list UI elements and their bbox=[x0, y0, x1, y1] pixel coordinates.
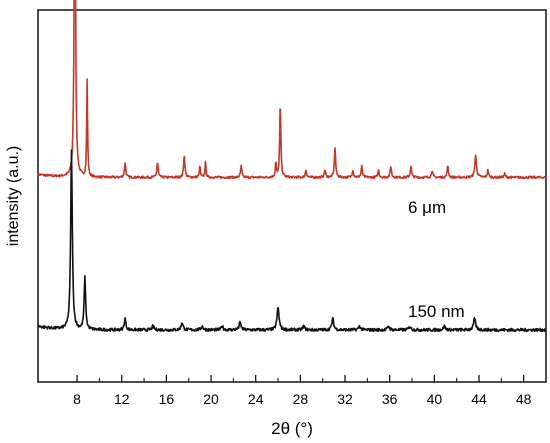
y-axis-label: intensity (a.u.) bbox=[5, 146, 22, 246]
x-tick-label: 32 bbox=[337, 391, 353, 407]
x-tick-label: 8 bbox=[73, 391, 81, 407]
x-tick-label: 40 bbox=[427, 391, 443, 407]
x-tick-label: 48 bbox=[516, 391, 532, 407]
x-axis-tick-labels: 8 12 16 20 24 28 32 36 40 44 48 bbox=[73, 391, 531, 407]
series-layer bbox=[37, 0, 547, 333]
series-label-6um: 6 μm bbox=[408, 198, 446, 217]
x-tick-label: 20 bbox=[203, 391, 219, 407]
series-line-6um bbox=[37, 0, 547, 180]
series-annotations: 6 μm 150 nm bbox=[408, 198, 465, 321]
x-tick-label: 36 bbox=[382, 391, 398, 407]
x-tick-label: 24 bbox=[248, 391, 264, 407]
x-tick-label: 16 bbox=[159, 391, 175, 407]
series-line-150nm bbox=[37, 149, 547, 333]
plot-frame bbox=[37, 9, 547, 383]
x-tick-label: 44 bbox=[471, 391, 487, 407]
x-tick-label: 28 bbox=[293, 391, 309, 407]
x-axis-label: 2θ (°) bbox=[271, 419, 313, 438]
series-label-150nm: 150 nm bbox=[408, 302, 465, 321]
x-axis-ticks bbox=[76, 375, 525, 382]
x-tick-label: 12 bbox=[114, 391, 130, 407]
